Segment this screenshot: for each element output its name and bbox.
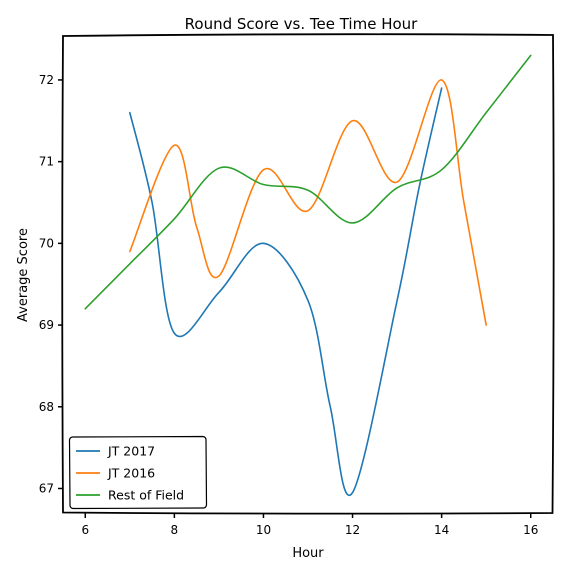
legend-label: Rest of Field bbox=[108, 488, 184, 503]
x-tick-label: 6 bbox=[81, 523, 89, 537]
y-tick-label: 72 bbox=[39, 73, 54, 87]
legend-label: JT 2016 bbox=[107, 466, 155, 481]
legend-label: JT 2017 bbox=[107, 444, 155, 459]
y-tick-label: 69 bbox=[39, 318, 54, 332]
x-tick-label: 8 bbox=[171, 523, 179, 537]
x-axis-label: Hour bbox=[292, 546, 324, 561]
series-line-1 bbox=[129, 79, 487, 326]
x-tick-label: 12 bbox=[345, 523, 360, 537]
y-tick-label: 68 bbox=[39, 400, 54, 414]
series-line-0 bbox=[129, 87, 443, 497]
x-tick-label: 16 bbox=[523, 523, 538, 537]
y-axis-label: Average Score bbox=[16, 228, 31, 322]
x-tick-label: 10 bbox=[256, 523, 271, 537]
series-line-2 bbox=[84, 54, 532, 310]
chart-title: Round Score vs. Tee Time Hour bbox=[185, 15, 419, 33]
legend-box bbox=[68, 435, 208, 510]
y-tick-label: 67 bbox=[39, 481, 54, 495]
y-tick-label: 70 bbox=[39, 236, 54, 250]
x-tick-label: 14 bbox=[434, 523, 449, 537]
legend: JT 2017 JT 2016 Rest of Field bbox=[68, 435, 208, 510]
y-tick-label: 71 bbox=[39, 155, 54, 169]
series-layer bbox=[84, 54, 532, 497]
plot-frame bbox=[61, 33, 555, 515]
